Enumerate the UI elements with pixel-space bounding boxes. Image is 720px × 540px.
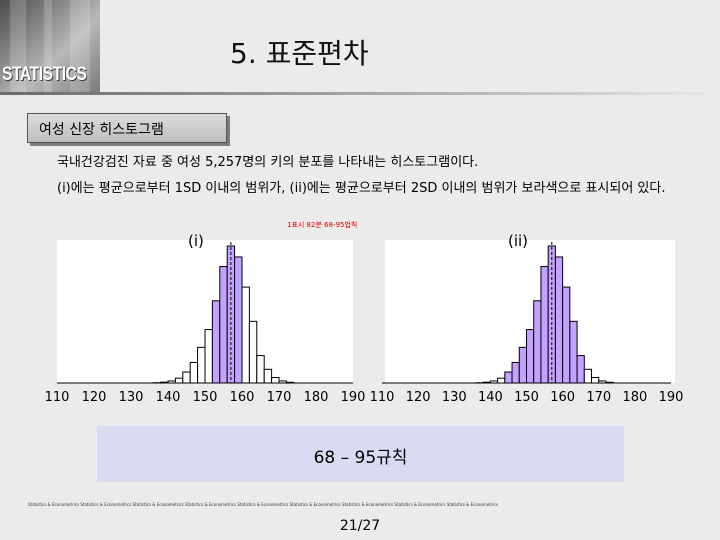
x-tick-label: 130	[118, 390, 144, 405]
histogram-bar	[497, 377, 506, 384]
x-tick-label: 190	[658, 390, 684, 405]
x-tick-label: 170	[266, 390, 292, 405]
histogram-bar	[569, 320, 578, 384]
histogram-bar	[263, 368, 273, 384]
x-tick-label: 130	[441, 390, 467, 405]
histogram-bar	[211, 300, 221, 384]
x-tick-label: 120	[81, 390, 107, 405]
x-tick-label: 180	[303, 390, 329, 405]
x-tick-label: 150	[192, 390, 218, 405]
x-tick-label: 120	[405, 390, 431, 405]
histogram-bar	[256, 355, 265, 384]
slide-title: 5. 표준편차	[230, 37, 369, 70]
body-line-2: (i)에는 평균으로부터 1SD 이내의 범위가, (ii)에는 평균으로부터 …	[57, 181, 666, 196]
x-tick-label: 180	[622, 390, 648, 405]
histogram-label-i: (i)	[188, 232, 204, 250]
x-tick-label: 110	[44, 390, 70, 405]
histogram-bar	[241, 286, 250, 384]
x-tick-label: 140	[155, 390, 181, 405]
histogram-bar	[576, 355, 585, 384]
histogram-bar	[504, 371, 513, 384]
histogram-bar	[518, 346, 528, 384]
x-tick-label: 170	[586, 390, 612, 405]
histogram-bar	[271, 377, 280, 384]
histogram-bar	[182, 371, 191, 384]
histogram-bar	[526, 329, 535, 384]
histogram-bar	[234, 256, 243, 384]
histogram-bar	[511, 361, 520, 384]
histogram-bar	[554, 256, 564, 384]
page-number: 21/27	[339, 518, 381, 534]
histogram-bar	[540, 266, 549, 384]
section-tab-label: 여성 신장 히스토그램	[39, 122, 164, 138]
histogram-bar	[197, 346, 206, 384]
histogram-bar	[189, 361, 199, 384]
body-line-1: 국내건강검진 자료 중 여성 5,257명의 키의 분포를 나타내는 히스토그램…	[57, 155, 479, 170]
logo-block: STATISTICS	[0, 0, 100, 92]
rule-box: 68 – 95규칙	[97, 426, 624, 482]
histogram-bar	[583, 368, 593, 384]
header-divider	[0, 92, 720, 95]
footer-strip: Statistics & Econometrics Statistics & E…	[28, 502, 498, 507]
histogram-label-ii: (ii)	[508, 232, 529, 250]
histogram-bar	[219, 266, 228, 384]
histogram-bar	[174, 377, 184, 384]
x-tick-label: 140	[477, 390, 503, 405]
histogram-bar	[533, 300, 542, 384]
red-annotation: 1표시 82분 68-95법칙	[287, 221, 358, 229]
x-tick-label: 160	[550, 390, 576, 405]
x-tick-label: 190	[340, 390, 366, 405]
logo-text: STATISTICS	[2, 64, 87, 85]
histogram-bar	[204, 329, 213, 384]
section-tab: 여성 신장 히스토그램	[27, 113, 227, 143]
histogram-bar	[248, 320, 258, 384]
histogram-bar	[562, 286, 571, 384]
rule-text: 68 – 95규칙	[313, 448, 408, 468]
histogram-bar	[591, 377, 600, 384]
x-tick-label: 160	[229, 390, 255, 405]
x-tick-label: 150	[514, 390, 539, 405]
x-tick-label: 110	[369, 390, 395, 405]
